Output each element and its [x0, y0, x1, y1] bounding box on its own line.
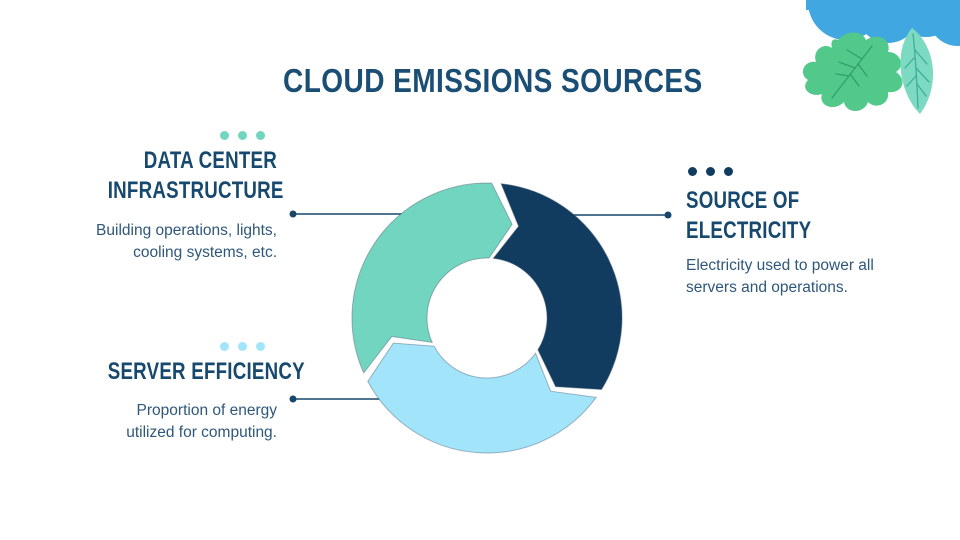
accent-dot: [220, 342, 229, 351]
desc-line: servers and operations.: [686, 279, 848, 296]
section-description: Building operations, lights, cooling sys…: [60, 220, 277, 264]
seg-source-of-electricity: [492, 183, 623, 391]
section-heading: SOURCE OF ELECTRICITY: [686, 186, 851, 246]
connector-source-electricity-dot: [664, 211, 672, 219]
desc-line: Proportion of energy: [136, 402, 277, 419]
heading-line: INFRASTRUCTURE: [107, 177, 284, 204]
page-title: CLOUD EMISSIONS SOURCES: [26, 62, 960, 100]
cycle-diagram: [351, 182, 623, 454]
accent-dots-teal: [60, 131, 277, 140]
connector-lines: [289, 210, 672, 403]
desc-line: cooling systems, etc.: [133, 244, 277, 261]
desc-line: utilized for computing.: [126, 424, 277, 441]
desc-line: Electricity used to power all: [686, 257, 874, 274]
accent-dot: [238, 131, 247, 140]
accent-dot: [220, 131, 229, 140]
seg-data-center-infrastructure: [351, 182, 513, 374]
page-title-text: CLOUD EMISSIONS SOURCES: [283, 62, 703, 99]
seg-server-efficiency: [367, 342, 598, 454]
accent-dot: [724, 167, 733, 176]
desc-line: Building operations, lights,: [96, 222, 277, 239]
heading-line: SOURCE OF: [686, 187, 800, 214]
cloud-icon: [806, 0, 960, 46]
accent-dots-light-blue: [60, 342, 277, 351]
section-heading: SERVER EFFICIENCY: [107, 357, 305, 387]
accent-dot: [256, 131, 265, 140]
mint-leaf-icon: [900, 28, 934, 114]
accent-dot: [706, 167, 715, 176]
accent-dot: [256, 342, 265, 351]
oak-leaf-icon: [802, 32, 903, 111]
heading-line: SERVER EFFICIENCY: [107, 358, 305, 385]
heading-line: ELECTRICITY: [686, 217, 812, 244]
accent-dot: [688, 167, 697, 176]
connector-server-efficiency-dot: [289, 395, 297, 403]
corner-decoration: [802, 0, 960, 114]
label-source-of-electricity: SOURCE OF ELECTRICITY Electricity used t…: [686, 167, 898, 299]
label-data-center-infrastructure: DATA CENTER INFRASTRUCTURE Building oper…: [60, 131, 284, 264]
accent-dot: [238, 342, 247, 351]
heading-line: DATA CENTER: [143, 147, 277, 174]
label-server-efficiency: SERVER EFFICIENCY Proportion of energy u…: [60, 342, 305, 444]
connector-data-center-dot: [289, 210, 297, 218]
section-description: Electricity used to power all servers an…: [686, 255, 898, 299]
section-heading: DATA CENTER INFRASTRUCTURE: [107, 146, 284, 206]
section-description: Proportion of energy utilized for comput…: [60, 400, 277, 444]
accent-dots-navy: [686, 167, 898, 176]
